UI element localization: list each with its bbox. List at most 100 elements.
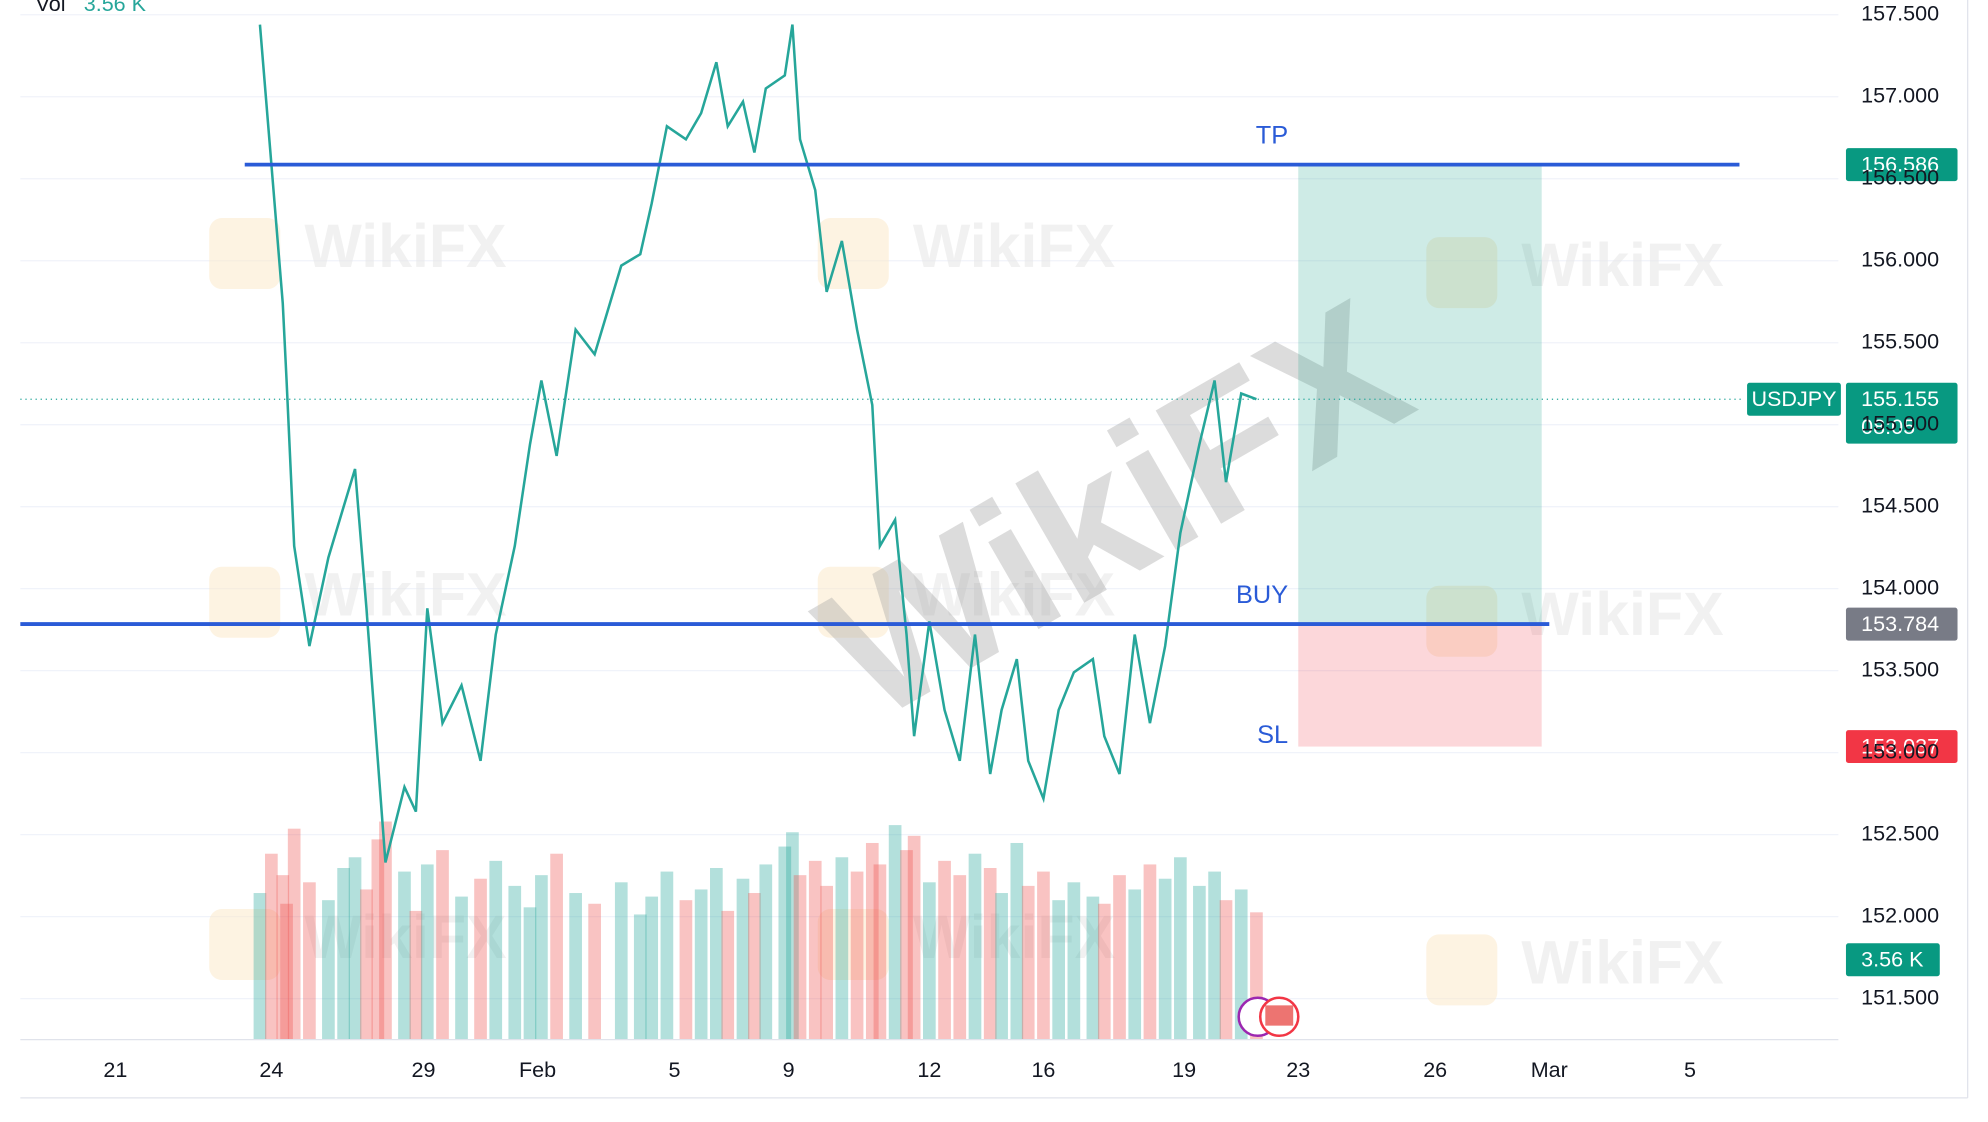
x-tick-label: 9 [783,1057,795,1082]
volume-bar [348,857,362,1040]
volume-last: 3.56 K [84,0,147,16]
y-tick-label: 155.000 [1861,410,1939,435]
watermark: WikiFX [304,561,507,629]
y-tick-label: 154.500 [1861,492,1939,517]
x-tick-label: 5 [669,1057,681,1082]
y-tick-label: 152.000 [1861,902,1939,927]
volume-bar [1113,875,1126,1040]
volume-bar [835,857,849,1040]
watermark-logo [817,566,889,638]
last-price-box [1845,382,1958,444]
watermark-logo [1426,237,1498,309]
volume-bar [569,893,582,1040]
volume-bar [535,875,548,1040]
volume-bar [1193,885,1206,1040]
y-tick-label: 154.000 [1861,574,1939,599]
volume-bar [778,846,792,1040]
volume-bar [793,875,807,1040]
watermark-logo [209,218,281,290]
y-tick-label: 157.000 [1861,82,1939,107]
price-line [258,24,1257,863]
level-price-box [1845,607,1958,641]
volume-bar [1067,882,1081,1040]
y-tick-label: 155.500 [1861,328,1939,353]
volume-bar [748,893,761,1040]
level-price-box [1845,730,1958,764]
watermark-logo [817,218,889,290]
watermark: WikiFX [913,903,1116,971]
volume-bar [489,860,503,1040]
volume-bar [1174,857,1187,1040]
volume-bar [850,871,864,1040]
volume-bar [1158,878,1172,1040]
volume-bar [736,878,750,1040]
volume-bar [409,910,423,1040]
x-tick-label: Feb [519,1057,556,1082]
volume-bar [398,871,411,1040]
x-tick-label: 16 [1031,1057,1055,1082]
volume-bar [1219,900,1233,1040]
level-name: TP [1256,121,1288,149]
watermark-logo [817,909,889,981]
watermark: WikiFX [913,212,1116,280]
watermark-logo [1426,934,1498,1006]
volume-bar [865,842,879,1040]
volume-bar [923,882,936,1040]
last-price-label: 155.155 [1861,386,1939,411]
level-price-label: 153.784 [1861,611,1939,636]
symbol-box [1747,382,1841,416]
volume-bar [303,882,316,1040]
volume-bar [710,868,723,1040]
volume-bar [1010,842,1024,1040]
watermark-logo [209,909,281,981]
x-tick-label: 26 [1423,1057,1447,1082]
watermark: WikiFX [913,561,1116,629]
x-tick-label: 24 [259,1057,283,1082]
volume-bar [436,850,449,1040]
watermark-logo [209,566,281,638]
volume-bar [322,900,335,1040]
volume-bar [455,896,468,1040]
profit-zone [1298,164,1542,625]
level-name: SL [1257,721,1288,749]
volume-bar [253,893,267,1040]
y-tick-label: 151.500 [1861,984,1939,1009]
x-tick-label: 23 [1286,1057,1310,1082]
volume-bar [633,914,647,1040]
y-tick-label: 157.500 [1861,0,1939,25]
level-name: BUY [1236,581,1288,609]
volume-bar [759,864,773,1040]
volume-bar [379,821,392,1040]
volume-last-label: 3.56 K [1861,947,1924,972]
level-price-label: 156.586 [1861,152,1939,177]
x-tick-label: 5 [1684,1057,1696,1082]
volume-bar [679,900,693,1040]
watermark: WikiFX [304,903,507,971]
flag-icon [1265,1005,1294,1026]
watermark: WikiFX [304,212,507,280]
volume-bar [995,893,1008,1040]
watermark: WikiFX [1521,928,1724,996]
volume-bar [614,882,628,1040]
volume-bar [1037,871,1050,1040]
y-tick-label: 156.000 [1861,246,1939,271]
loss-zone [1298,624,1542,747]
volume-bar [1052,900,1065,1040]
volume-bar [938,860,951,1040]
watermark: WikiFX [1521,580,1724,648]
watermark-logo [1426,585,1498,657]
level-price-label: 153.037 [1861,734,1939,759]
x-tick-label: 21 [103,1057,127,1082]
volume-bar [1021,885,1035,1040]
y-tick-label: 153.000 [1861,738,1939,763]
volume-bar [808,860,822,1040]
level-price-box [1845,148,1958,182]
x-tick-label: 19 [1172,1057,1196,1082]
symbol-label: USDJPY [1751,386,1836,411]
volume-bar [1097,903,1111,1040]
volume-bar [588,903,601,1040]
event-icons[interactable] [1237,996,1300,1038]
volume-last-box [1845,943,1940,977]
